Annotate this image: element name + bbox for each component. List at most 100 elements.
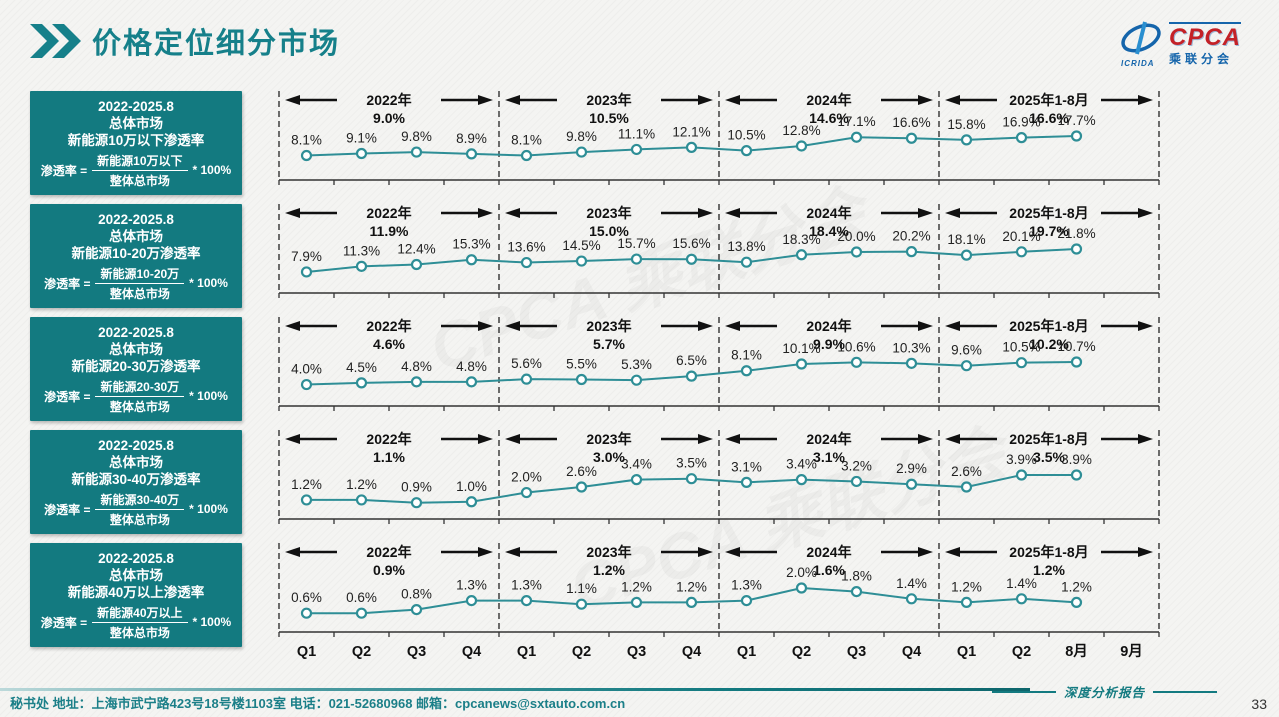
svg-text:3.4%: 3.4% <box>621 457 652 472</box>
svg-text:2025年1-8月: 2025年1-8月 <box>1009 431 1088 447</box>
svg-text:1.1%: 1.1% <box>373 449 405 465</box>
market-label: 总体市场 <box>109 454 163 470</box>
svg-text:1.0%: 1.0% <box>456 479 487 494</box>
svg-text:1.4%: 1.4% <box>1006 576 1037 591</box>
row-100k-200k: 2022-2025.8 总体市场 新能源10-20万渗透率 渗透率 = 新能源1… <box>30 201 1268 314</box>
svg-text:1.1%: 1.1% <box>566 581 597 596</box>
svg-text:11.9%: 11.9% <box>370 223 409 239</box>
svg-text:8.1%: 8.1% <box>291 133 322 148</box>
svg-text:10.5%: 10.5% <box>1002 340 1040 355</box>
penetration-chart-300k-400k: 2022年 1.1% 2023年 3.0% 2024年 3.1% 2025年1-8月 3.5%… <box>278 430 1160 524</box>
row-200k-300k: 2022-2025.8 总体市场 新能源20-30万渗透率 渗透率 = 新能源2… <box>30 314 1268 427</box>
svg-text:15.8%: 15.8% <box>947 117 985 132</box>
formula: 渗透率 = 新能源30-40万 整体总市场 * 100% <box>44 492 228 527</box>
report-label-wrap: 深度分析报告 <box>991 682 1217 701</box>
info-box-under-100k: 2022-2025.8 总体市场 新能源10万以下渗透率 渗透率 = 新能源10… <box>30 91 242 195</box>
svg-text:11.3%: 11.3% <box>343 243 380 258</box>
svg-text:2022年: 2022年 <box>366 92 411 108</box>
svg-text:4.0%: 4.0% <box>291 362 322 377</box>
svg-text:10.3%: 10.3% <box>892 340 930 355</box>
svg-text:1.2%: 1.2% <box>1061 579 1092 594</box>
info-box-over-400k: 2022-2025.8 总体市场 新能源40万以上渗透率 渗透率 = 新能源40… <box>30 543 242 647</box>
svg-text:2023年: 2023年 <box>586 205 631 221</box>
svg-text:Q4: Q4 <box>902 644 921 660</box>
crida-swoosh-icon: ICRIDA <box>1119 20 1163 68</box>
double-chevron-icon <box>30 24 81 58</box>
market-label: 总体市场 <box>109 567 163 583</box>
svg-text:9.1%: 9.1% <box>346 130 377 145</box>
footer: 深度分析报告 秘书处 地址：上海市武宁路423号18号楼1103室 电话：021… <box>0 679 1279 717</box>
svg-text:3.5%: 3.5% <box>1033 449 1065 465</box>
svg-text:2024年: 2024年 <box>806 431 851 447</box>
svg-text:10.2%: 10.2% <box>1029 336 1069 352</box>
svg-text:19.7%: 19.7% <box>1029 223 1069 239</box>
svg-text:Q2: Q2 <box>792 644 811 660</box>
svg-text:4.6%: 4.6% <box>373 336 405 352</box>
svg-text:1.3%: 1.3% <box>456 578 487 593</box>
svg-text:2025年1-8月: 2025年1-8月 <box>1009 318 1088 334</box>
penetration-chart-under-100k: 2022年 9.0% 2023年 10.5% 2024年 14.6% 2025年1-8月 16… <box>278 91 1160 185</box>
cpca-logo: ICRIDA CPCA 乘联分会 <box>1119 20 1241 68</box>
svg-text:3.2%: 3.2% <box>841 458 872 473</box>
svg-text:3.1%: 3.1% <box>731 459 762 474</box>
svg-text:2025年1-8月: 2025年1-8月 <box>1009 205 1088 221</box>
svg-text:6.5%: 6.5% <box>676 353 707 368</box>
svg-text:Q1: Q1 <box>737 644 756 660</box>
svg-text:15.3%: 15.3% <box>452 237 490 252</box>
svg-text:Q2: Q2 <box>572 644 591 660</box>
metric-label: 新能源10万以下渗透率 <box>67 132 205 148</box>
formula: 渗透率 = 新能源10万以下 整体总市场 * 100% <box>40 153 232 188</box>
svg-text:2.0%: 2.0% <box>786 565 817 580</box>
info-box-100k-200k: 2022-2025.8 总体市场 新能源10-20万渗透率 渗透率 = 新能源1… <box>30 204 242 308</box>
svg-text:Q4: Q4 <box>462 644 481 660</box>
svg-text:2022年: 2022年 <box>366 205 411 221</box>
market-label: 总体市场 <box>109 228 163 244</box>
svg-text:17.7%: 17.7% <box>1057 113 1095 128</box>
metric-label: 新能源20-30万渗透率 <box>71 358 201 374</box>
svg-text:Q3: Q3 <box>627 644 646 660</box>
info-box-200k-300k: 2022-2025.8 总体市场 新能源20-30万渗透率 渗透率 = 新能源2… <box>30 317 242 421</box>
svg-text:12.4%: 12.4% <box>397 242 435 257</box>
svg-text:Q1: Q1 <box>297 644 316 660</box>
metric-label: 新能源40万以上渗透率 <box>67 584 205 600</box>
svg-text:10.1%: 10.1% <box>782 341 820 356</box>
svg-text:9.6%: 9.6% <box>951 343 982 358</box>
svg-text:9.8%: 9.8% <box>566 129 597 144</box>
svg-text:Q1: Q1 <box>517 644 536 660</box>
footer-contact: 秘书处 地址：上海市武宁路423号18号楼1103室 电话：021-526809… <box>10 696 626 711</box>
svg-text:2022年: 2022年 <box>366 431 411 447</box>
metric-label: 新能源10-20万渗透率 <box>71 245 201 261</box>
svg-text:2023年: 2023年 <box>586 318 631 334</box>
formula: 渗透率 = 新能源20-30万 整体总市场 * 100% <box>44 379 228 414</box>
svg-text:1.2%: 1.2% <box>951 579 982 594</box>
svg-text:2024年: 2024年 <box>806 318 851 334</box>
svg-text:12.8%: 12.8% <box>782 123 820 138</box>
market-label: 总体市场 <box>109 341 163 357</box>
svg-text:8.1%: 8.1% <box>511 133 542 148</box>
svg-text:2.9%: 2.9% <box>896 461 927 476</box>
page-title: 价格定位细分市场 <box>92 28 341 60</box>
market-label: 总体市场 <box>109 115 163 131</box>
svg-text:0.6%: 0.6% <box>346 590 377 605</box>
metric-label: 新能源30-40万渗透率 <box>71 471 201 487</box>
svg-text:3.4%: 3.4% <box>786 457 817 472</box>
svg-text:11.1%: 11.1% <box>618 126 655 141</box>
svg-text:16.9%: 16.9% <box>1002 115 1040 130</box>
page-number: 33 <box>1251 696 1267 712</box>
svg-text:5.5%: 5.5% <box>566 356 597 371</box>
svg-text:Q1: Q1 <box>957 644 976 660</box>
svg-text:13.8%: 13.8% <box>727 239 765 254</box>
formula: 渗透率 = 新能源10-20万 整体总市场 * 100% <box>44 266 228 301</box>
svg-text:16.6%: 16.6% <box>892 115 930 130</box>
svg-text:0.6%: 0.6% <box>291 590 322 605</box>
svg-text:18.3%: 18.3% <box>782 232 820 247</box>
svg-text:20.0%: 20.0% <box>837 229 875 244</box>
svg-text:3.9%: 3.9% <box>1006 452 1037 467</box>
svg-text:1.3%: 1.3% <box>731 578 762 593</box>
svg-text:2.6%: 2.6% <box>951 464 982 479</box>
svg-text:8月: 8月 <box>1065 643 1088 660</box>
svg-text:10.6%: 10.6% <box>837 339 875 354</box>
svg-text:2025年1-8月: 2025年1-8月 <box>1009 92 1088 108</box>
svg-text:5.7%: 5.7% <box>593 336 625 352</box>
svg-text:0.8%: 0.8% <box>401 587 432 602</box>
